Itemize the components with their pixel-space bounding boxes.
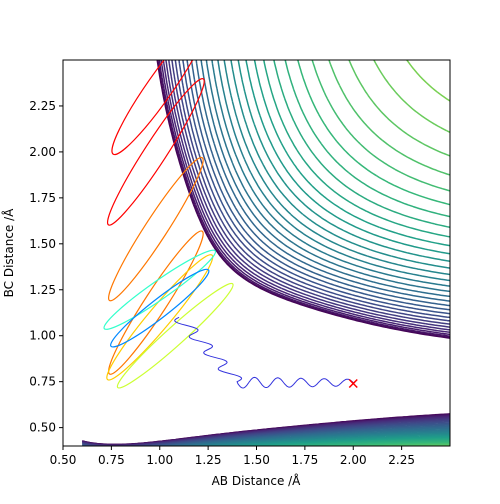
contour-level bbox=[311, 60, 450, 446]
contour-level bbox=[373, 60, 450, 133]
overlay-contour bbox=[107, 156, 204, 302]
x-tick-label: 1.50 bbox=[243, 453, 270, 467]
contour-level bbox=[192, 60, 450, 446]
y-axis-label: BC Distance /Å bbox=[1, 208, 16, 298]
overlay-contour bbox=[103, 249, 217, 330]
overlay-contours bbox=[103, 60, 234, 389]
y-tick-label: 1.50 bbox=[29, 237, 56, 251]
overlay-contour bbox=[106, 254, 214, 381]
y-tick-label: 2.25 bbox=[29, 99, 56, 113]
x-axis-label: AB Distance /Å bbox=[212, 473, 302, 488]
x-tick-label: 1.25 bbox=[195, 453, 222, 467]
overlay-contour bbox=[106, 78, 205, 226]
trajectory-path bbox=[174, 316, 354, 389]
start-marker-stroke bbox=[348, 378, 358, 389]
contour-lines bbox=[82, 60, 450, 446]
x-tick-label: 0.50 bbox=[50, 453, 77, 467]
x-tick-label: 0.75 bbox=[98, 453, 125, 467]
contour-level bbox=[297, 60, 450, 446]
y-tick-label: 0.50 bbox=[29, 421, 56, 435]
contour-level bbox=[406, 60, 450, 102]
x-tick-label: 2.25 bbox=[388, 453, 415, 467]
overlay-contour bbox=[116, 282, 234, 389]
x-tick-label: 2.00 bbox=[340, 453, 367, 467]
y-tick-label: 1.25 bbox=[29, 283, 56, 297]
trajectory bbox=[174, 316, 358, 389]
x-tick-label: 1.75 bbox=[292, 453, 319, 467]
x-tick-label: 1.00 bbox=[146, 453, 173, 467]
overlay-contour bbox=[110, 268, 210, 348]
x-axis-ticks: 0.50 0.75 1.00 1.25 1.50 1.75 2.00 2.25 bbox=[50, 446, 415, 467]
y-tick-label: 1.00 bbox=[29, 329, 56, 343]
y-tick-label: 2.00 bbox=[29, 145, 56, 159]
overlay-contour bbox=[107, 230, 204, 375]
overlay-contour bbox=[111, 60, 209, 156]
y-axis-ticks: 0.50 0.75 1.00 1.25 1.50 1.75 2.00 2.25 bbox=[29, 99, 63, 435]
y-tick-label: 0.75 bbox=[29, 375, 56, 389]
y-tick-label: 1.75 bbox=[29, 191, 56, 205]
